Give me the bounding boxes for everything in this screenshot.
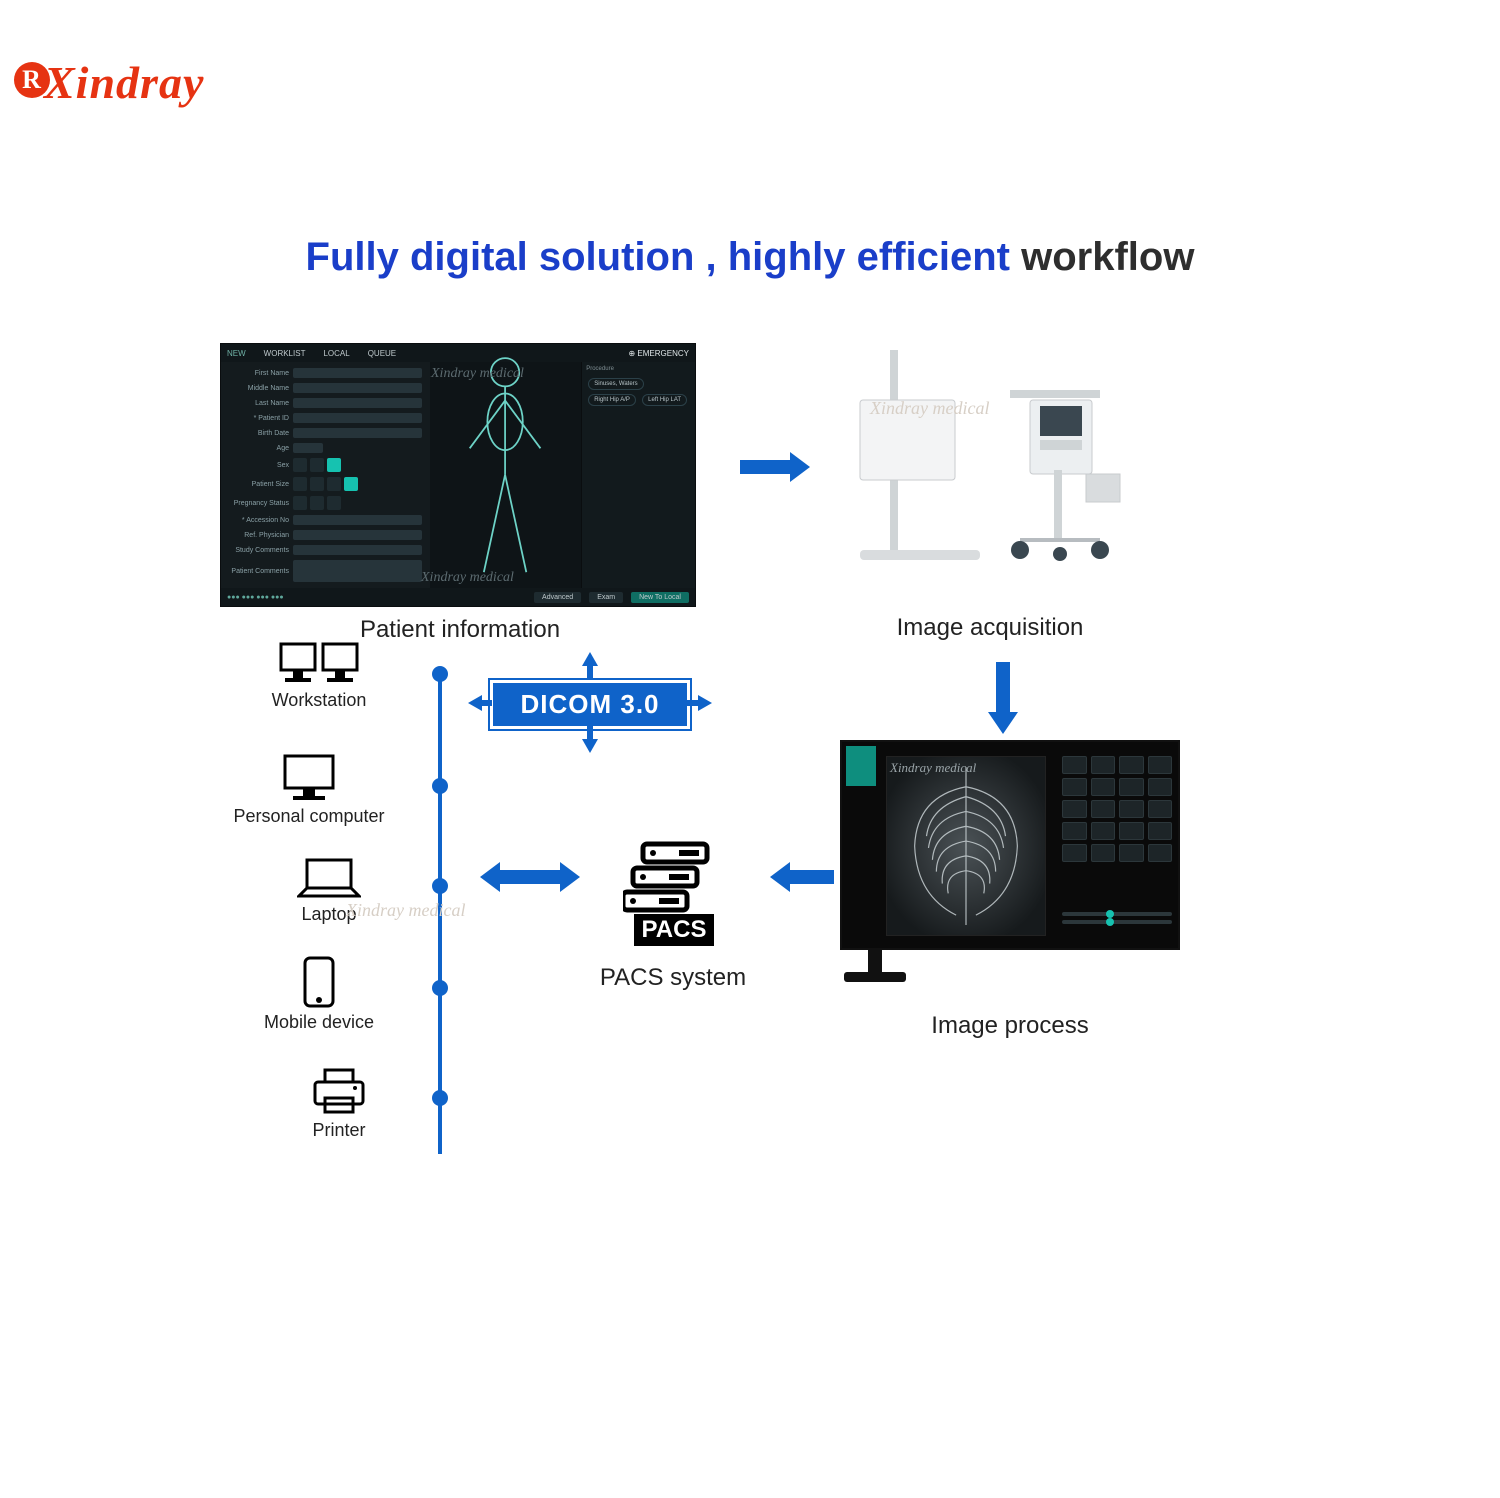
title-dark: workflow (1021, 235, 1194, 279)
tab-queue: QUEUE (368, 349, 396, 358)
anatomy-figure (430, 362, 582, 588)
watermark: Xindray medical (870, 398, 989, 419)
patient-form: First Name Middle Name Last Name * Patie… (221, 362, 430, 588)
brand-name: Xindray (44, 57, 204, 108)
arrow-left-1 (770, 862, 834, 897)
device-workstation: Workstation (234, 642, 404, 711)
image-process-monitor: Xindray medical (840, 740, 1180, 1010)
image-process-caption: Image process (870, 1012, 1150, 1040)
pacs-label: PACS (634, 914, 715, 946)
patient-info-caption: Patient information (300, 616, 620, 644)
device-printer: Printer (254, 1068, 424, 1141)
procedure-list: Procedure Sinuses, Waters Right Hip A/P … (581, 362, 695, 588)
brand-logo: RXindray (14, 56, 204, 109)
tab-new: NEW (227, 349, 246, 358)
dicom-badge: DICOM 3.0 (490, 680, 690, 729)
tab-worklist: WORKLIST (264, 349, 306, 358)
device-mobile: Mobile device (234, 956, 404, 1033)
pacs-caption: PACS system (598, 964, 748, 992)
tool-grid (1062, 756, 1172, 862)
watermark-devices: Xindray medical (346, 900, 465, 921)
patient-info-screenshot: NEW WORKLIST LOCAL QUEUE ⊕ EMERGENCY Fir… (220, 343, 696, 607)
emergency-label: ⊕ EMERGENCY (629, 349, 690, 358)
pacs-block: PACS PACS system (598, 840, 748, 992)
page-title: Fully digital solution , highly efficien… (0, 235, 1500, 280)
chest-xray (886, 756, 1046, 936)
arrow-down-1 (988, 662, 1018, 739)
tab-local: LOCAL (323, 349, 349, 358)
arrow-right-1 (740, 452, 810, 487)
device-pc: Personal computer (224, 752, 394, 827)
arrow-double (480, 862, 580, 897)
image-acquisition-caption: Image acquisition (850, 614, 1130, 642)
xray-equipment (830, 340, 1150, 600)
title-blue: Fully digital solution , highly efficien… (306, 235, 1010, 279)
